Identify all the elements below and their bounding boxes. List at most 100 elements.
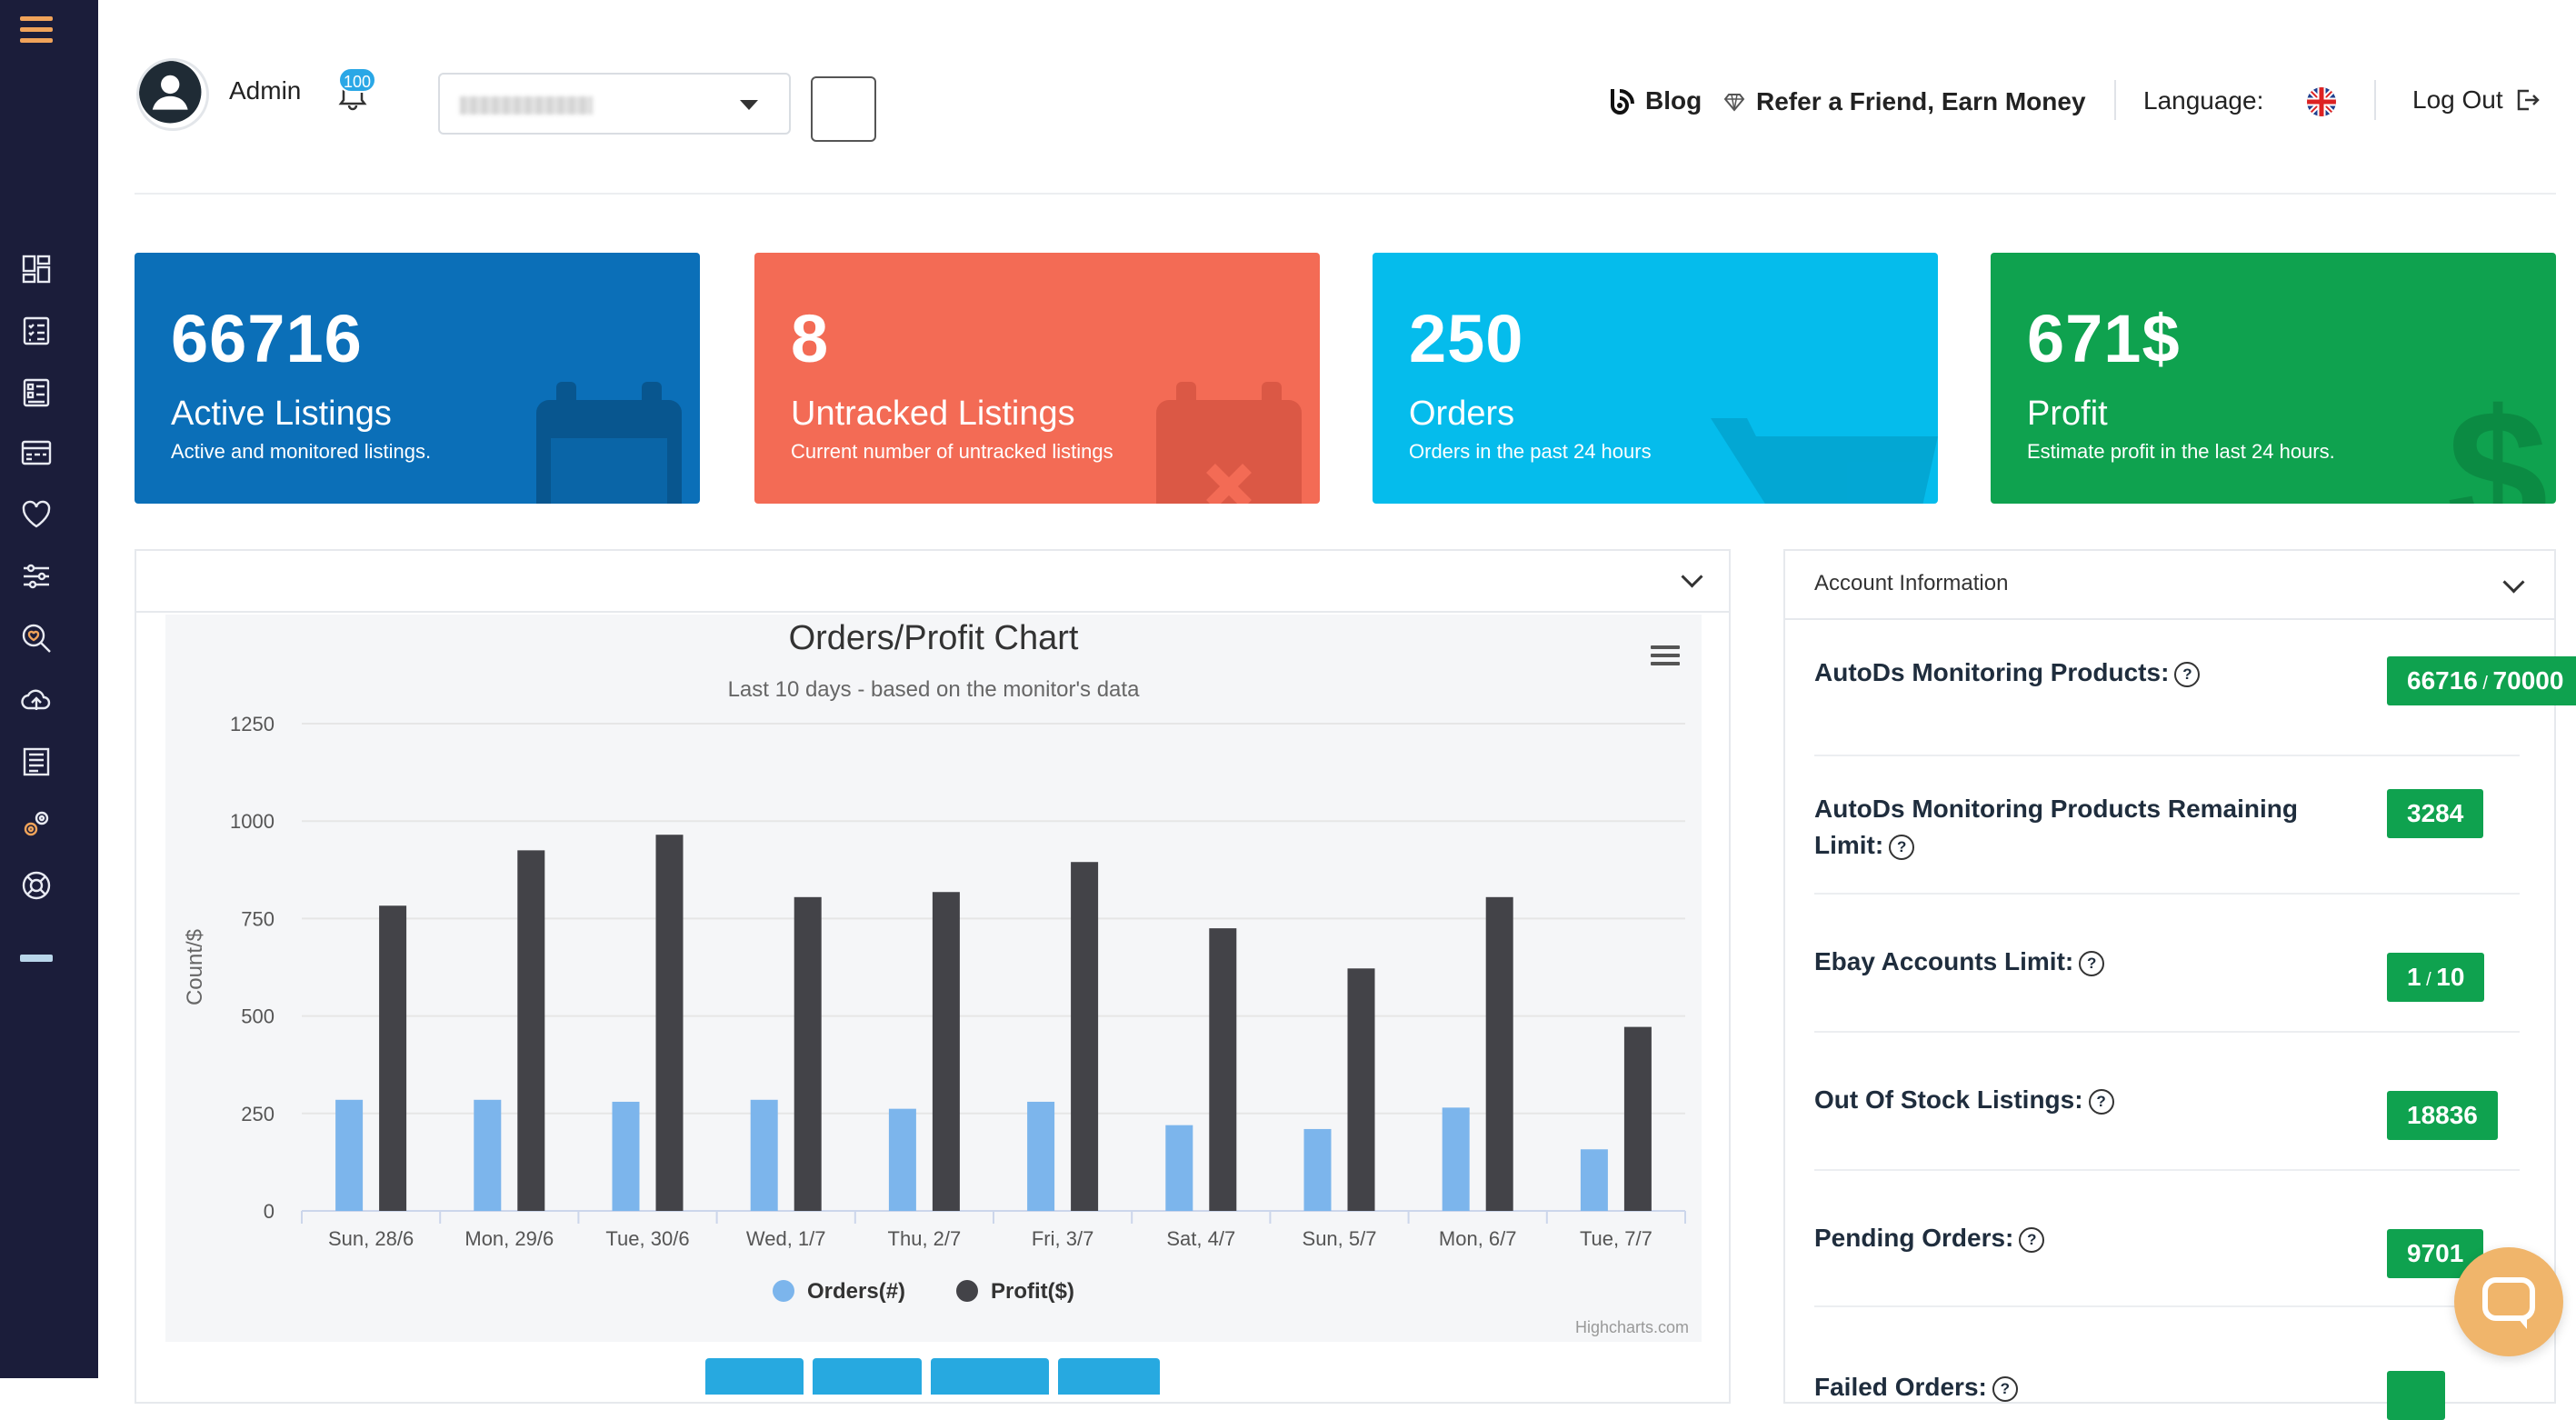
- search-product-icon[interactable]: [18, 620, 55, 656]
- range-button-week[interactable]: [813, 1358, 922, 1395]
- uk-flag-icon[interactable]: [2307, 87, 2336, 116]
- account-row-out-of-stock: Out Of Stock Listings:? 18836: [1814, 1031, 2520, 1171]
- bar-orders: [335, 1099, 364, 1211]
- range-button-day[interactable]: [705, 1358, 804, 1395]
- reports-icon[interactable]: [18, 744, 55, 780]
- y-tick-label: 500: [241, 1005, 275, 1028]
- bar-orders: [1165, 1125, 1193, 1211]
- y-tick-label: 250: [241, 1103, 275, 1125]
- help-icon[interactable]: ?: [1889, 834, 1915, 860]
- stat-card-orders[interactable]: 250 Orders Orders in the past 24 hours: [1373, 253, 1938, 504]
- logout-icon: [2517, 89, 2540, 111]
- stat-description: Estimate profit in the last 24 hours.: [2027, 440, 2335, 463]
- account-row-label-text: Ebay Accounts Limit:: [1814, 947, 2074, 975]
- stat-card-untracked-listings[interactable]: 8 Untracked Listings Current number of u…: [754, 253, 1320, 504]
- y-tick-label: 1000: [230, 810, 275, 833]
- bar-orders: [1027, 1101, 1055, 1211]
- chart-panel: Orders/Profit Chart Last 10 days - based …: [135, 549, 1731, 1404]
- range-button-year[interactable]: [1058, 1358, 1160, 1395]
- bar-profit: [655, 835, 684, 1211]
- bar-profit: [517, 850, 545, 1211]
- orders-profit-chart: Orders/Profit Chart Last 10 days - based …: [165, 615, 1702, 1342]
- help-icon[interactable]: ?: [2079, 950, 2105, 976]
- stat-title: Active Listings: [171, 395, 392, 433]
- favorites-icon[interactable]: [18, 496, 55, 533]
- chart-menu-icon[interactable]: [1651, 654, 1680, 657]
- range-button-month[interactable]: [931, 1358, 1049, 1395]
- chart-menu-icon[interactable]: [1651, 645, 1680, 649]
- chat-button[interactable]: [2454, 1247, 2563, 1356]
- account-row-label-text: AutoDs Monitoring Products:: [1814, 658, 2170, 686]
- account-row-label-text: AutoDs Monitoring Products Remaining Lim…: [1814, 795, 2298, 859]
- stat-value: 250: [1409, 301, 1524, 376]
- sidebar-collapse-bar[interactable]: [20, 955, 53, 962]
- bar-profit: [379, 905, 407, 1211]
- blog-link[interactable]: Blog: [1607, 85, 1702, 116]
- stat-description: Orders in the past 24 hours: [1409, 440, 1652, 463]
- user-name: Admin: [229, 76, 302, 105]
- language-label: Language:: [2143, 86, 2264, 115]
- account-information-header: Account Information: [1785, 551, 2554, 620]
- logout-button[interactable]: Log Out: [2412, 85, 2540, 115]
- calendar-x-icon: [1156, 382, 1302, 504]
- store-selector[interactable]: [438, 73, 791, 135]
- user-icon: [139, 61, 202, 124]
- stat-description: Current number of untracked listings: [791, 440, 1113, 463]
- x-tick-label: Mon, 29/6: [464, 1227, 554, 1250]
- help-icon[interactable]: ?: [2019, 1226, 2045, 1253]
- ebay-accounts-badge: 1 / 10: [2387, 953, 2485, 1002]
- y-tick-label: 0: [264, 1200, 275, 1223]
- chart-menu-icon[interactable]: [1651, 662, 1680, 665]
- help-icon[interactable]: ?: [2088, 1088, 2114, 1115]
- listings-icon[interactable]: [18, 313, 55, 349]
- badge-value: 9701: [2407, 1239, 2464, 1267]
- y-tick-label: 1250: [230, 713, 275, 735]
- upload-icon[interactable]: [18, 682, 55, 718]
- help-icon[interactable]: ?: [1992, 1375, 2018, 1402]
- x-tick-label: Tue, 7/7: [1580, 1227, 1652, 1250]
- badge-value: 66716: [2407, 666, 2478, 695]
- products-icon[interactable]: [18, 375, 55, 411]
- store-selector-value: [460, 96, 593, 115]
- account-row-label: Failed Orders:?: [1814, 1369, 2018, 1405]
- orders-icon[interactable]: [18, 435, 55, 471]
- chevron-down-icon[interactable]: [2502, 571, 2525, 594]
- chevron-down-icon: [740, 100, 758, 110]
- account-row-label: Ebay Accounts Limit:?: [1814, 944, 2105, 980]
- bar-orders: [750, 1099, 778, 1211]
- avatar[interactable]: [136, 58, 209, 131]
- dollar-icon: $: [2447, 400, 2548, 504]
- chevron-down-icon[interactable]: [1681, 565, 1703, 588]
- account-row-ebay-accounts: Ebay Accounts Limit:? 1 / 10: [1814, 893, 2520, 1033]
- bar-profit: [932, 892, 960, 1211]
- bar-profit: [1623, 1026, 1652, 1211]
- menu-icon[interactable]: [20, 16, 53, 49]
- support-icon[interactable]: [18, 867, 55, 904]
- stat-card-active-listings[interactable]: 66716 Active Listings Active and monitor…: [135, 253, 700, 504]
- account-row-label-text: Pending Orders:: [1814, 1224, 2014, 1252]
- automation-icon[interactable]: [18, 805, 55, 842]
- legend-item[interactable]: Orders(#): [807, 1279, 905, 1304]
- stat-title: Orders: [1409, 395, 1515, 433]
- settings-sliders-icon[interactable]: [18, 558, 55, 595]
- stat-title: Profit: [2027, 395, 2108, 433]
- bar-profit: [1485, 896, 1513, 1211]
- bar-profit: [1071, 862, 1099, 1211]
- out-of-stock-badge: 18836: [2387, 1091, 2498, 1140]
- cart-icon: [1711, 418, 1938, 504]
- dashboard-icon[interactable]: [18, 251, 55, 287]
- account-row-label: AutoDs Monitoring Products:?: [1814, 655, 2201, 691]
- bar-orders: [1303, 1128, 1332, 1211]
- blog-label: Blog: [1645, 86, 1702, 115]
- help-icon[interactable]: ?: [2174, 661, 2201, 687]
- account-row-label: AutoDs Monitoring Products Remaining Lim…: [1814, 791, 2323, 864]
- stat-card-profit[interactable]: $ 671$ Profit Estimate profit in the las…: [1991, 253, 2556, 504]
- header-divider: [135, 193, 2556, 195]
- store-action-button[interactable]: [811, 76, 876, 142]
- account-row-pending-orders: Pending Orders:? 9701: [1814, 1169, 2520, 1307]
- account-information-title: Account Information: [1814, 571, 2009, 595]
- legend-item[interactable]: Profit($): [991, 1279, 1074, 1304]
- stat-value: 671$: [2027, 301, 2181, 376]
- refer-friend-link[interactable]: Refer a Friend, Earn Money: [1723, 87, 2086, 116]
- notification-badge: 100: [338, 67, 377, 93]
